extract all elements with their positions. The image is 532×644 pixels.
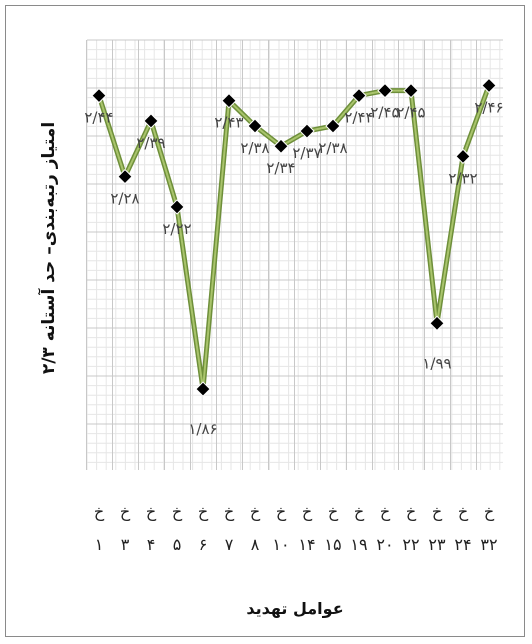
data-point-marker	[325, 118, 341, 134]
x-tick-letter: خ	[328, 502, 339, 522]
x-tick-number: ۱۰	[272, 535, 289, 554]
x-tick-number: ۲۴	[454, 535, 471, 554]
data-label: ۲/۳۴	[266, 159, 295, 177]
data-label: ۲/۳۸	[240, 139, 269, 157]
data-point-marker	[429, 315, 445, 332]
x-tick-letter: خ	[432, 502, 443, 522]
grid	[86, 39, 503, 470]
x-tick-letter: خ	[484, 502, 495, 522]
data-label: ۲/۳۲	[448, 169, 477, 187]
data-label: ۲/۴۵	[396, 104, 425, 122]
x-tick-letter: خ	[458, 502, 469, 522]
x-tick-letter: خ	[302, 502, 313, 522]
x-tick-number: ۲۲	[402, 535, 419, 554]
series-line	[96, 84, 492, 392]
data-label: ۲/۲۲	[162, 220, 191, 238]
x-tick-labels: خ۱خ۳خ۴خ۵خ۶خ۷خ۸خ۱۰خ۱۴خ۱۵خ۱۹خ۲۰خ۲۲خ۲۳خ۲۴خ۳…	[94, 502, 498, 554]
series-line-highlight	[98, 85, 490, 391]
x-tick-letter: خ	[172, 502, 183, 522]
x-tick-number: ۱۹	[350, 535, 367, 554]
x-tick-letter: خ	[224, 502, 235, 522]
x-tick-number: ۷	[225, 535, 234, 554]
data-point-marker	[481, 77, 497, 94]
data-label: ۱/۸۶	[188, 420, 217, 438]
x-tick-number: ۱۵	[324, 535, 341, 554]
x-tick-number: ۸	[251, 535, 260, 554]
x-tick-number: ۲۰	[376, 535, 393, 554]
x-tick-number: ۵	[173, 535, 182, 554]
data-labels: ۲/۴۴۲/۲۸۲/۳۹۲/۲۲۱/۸۶۲/۴۳۲/۳۸۲/۳۴۲/۳۷۲/۳۸…	[84, 99, 503, 439]
markers	[91, 77, 497, 397]
data-label: ۲/۳۷	[292, 144, 321, 162]
x-tick-number: ۱	[95, 535, 104, 554]
x-tick-number: ۳	[121, 535, 130, 554]
data-point-marker	[247, 118, 263, 134]
x-axis-title: عوامل تهدید	[246, 599, 343, 618]
data-point-marker	[351, 87, 367, 104]
data-point-marker	[403, 82, 419, 99]
data-label: ۲/۳۹	[136, 134, 165, 152]
data-point-marker	[195, 381, 211, 397]
x-tick-letter: خ	[120, 502, 131, 522]
x-tick-letter: خ	[250, 502, 261, 522]
data-label: ۲/۴۴	[84, 109, 113, 127]
data-point-marker	[273, 138, 289, 154]
data-label: ۲/۳۸	[318, 139, 347, 157]
y-axis-title: امتیاز رتبه‌بندی– حد آستانه ۲/۳	[37, 122, 59, 374]
data-label: ۲/۴۳	[214, 114, 243, 132]
x-tick-letter: خ	[94, 502, 105, 522]
data-point-marker	[143, 113, 159, 129]
data-label: ۲/۲۸	[110, 190, 139, 208]
x-tick-letter: خ	[354, 502, 365, 522]
data-point-marker	[299, 123, 315, 139]
data-label: ۲/۴۵	[370, 104, 399, 122]
x-tick-letter: خ	[380, 502, 391, 522]
data-point-marker	[377, 82, 393, 99]
data-point-marker	[221, 92, 237, 109]
x-tick-number: ۴	[147, 535, 156, 554]
data-point-marker	[455, 148, 471, 165]
data-label: ۲/۴۶	[474, 99, 503, 117]
x-tick-number: ۶	[199, 535, 208, 554]
x-tick-letter: خ	[276, 502, 287, 522]
x-tick-letter: خ	[198, 502, 209, 522]
data-label: ۱/۹۹	[422, 354, 451, 372]
data-point-marker	[169, 199, 185, 215]
x-tick-number: ۲۳	[428, 535, 446, 554]
data-point-marker	[117, 168, 133, 185]
x-tick-letter: خ	[406, 502, 417, 522]
data-point-marker	[91, 87, 107, 104]
x-tick-number: ۱۴	[298, 535, 315, 554]
data-label: ۲/۴۴	[344, 109, 373, 127]
x-tick-letter: خ	[146, 502, 157, 522]
x-tick-number: ۳۲	[480, 535, 497, 554]
